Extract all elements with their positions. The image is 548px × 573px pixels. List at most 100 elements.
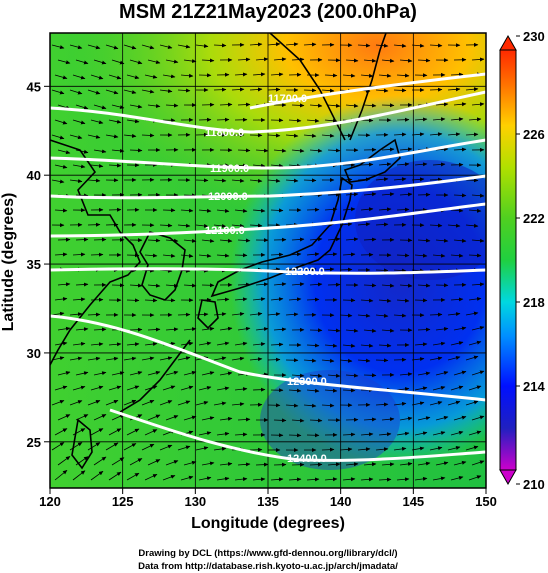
wind-arrow xyxy=(327,148,341,153)
wind-arrow xyxy=(345,237,359,242)
wind-arrow xyxy=(468,340,482,346)
colorbar-tick-label: 222 xyxy=(523,211,545,226)
wind-arrow xyxy=(183,283,197,288)
wind-arrow xyxy=(381,283,395,288)
wind-arrow xyxy=(360,73,374,78)
wind-arrow xyxy=(126,428,140,436)
wind-arrow xyxy=(288,477,302,482)
wind-arrow xyxy=(435,147,449,152)
wind-arrow xyxy=(237,57,251,62)
wind-arrow xyxy=(303,133,317,138)
wind-arrow xyxy=(75,149,89,154)
wind-arrow xyxy=(87,134,101,139)
wind-arrow xyxy=(471,57,485,62)
wind-arrow xyxy=(453,238,467,243)
wind-arrow xyxy=(327,462,341,467)
wind-arrow xyxy=(90,119,104,125)
wind-arrow xyxy=(147,283,161,288)
wind-arrow xyxy=(327,237,341,242)
wind-arrow xyxy=(213,446,227,451)
wind-arrow xyxy=(234,387,248,392)
y-tick-label: 30 xyxy=(27,346,41,361)
wind-arrow xyxy=(447,446,461,451)
wind-arrow xyxy=(201,416,215,421)
wind-arrow xyxy=(360,298,374,303)
wind-arrow xyxy=(105,134,119,139)
wind-arrow xyxy=(267,87,281,92)
contour-12400 xyxy=(109,408,486,462)
wind-arrow xyxy=(360,432,374,437)
wind-arrow xyxy=(396,162,410,167)
wind-arrow xyxy=(324,388,338,393)
wind-arrow xyxy=(414,162,428,167)
x-tick-label: 130 xyxy=(184,494,206,509)
wind-arrow xyxy=(69,44,83,50)
wind-arrow xyxy=(285,42,299,47)
wind-arrow xyxy=(180,475,194,481)
wind-arrow xyxy=(285,403,299,408)
wind-arrow xyxy=(303,267,317,272)
wind-arrow xyxy=(249,357,263,362)
wind-arrow xyxy=(162,475,176,481)
wind-arrow xyxy=(375,447,389,452)
wind-arrow xyxy=(105,442,119,451)
wind-arrow xyxy=(111,457,125,466)
wind-arrow xyxy=(378,207,392,212)
coastlines xyxy=(50,33,401,470)
wind-arrow xyxy=(324,477,338,482)
wind-arrow xyxy=(303,42,317,47)
wind-arrow xyxy=(450,208,464,213)
wind-arrow xyxy=(432,476,446,481)
wind-arrow xyxy=(378,343,392,348)
wind-arrow xyxy=(324,252,338,257)
wind-arrow xyxy=(375,313,389,318)
wind-arrow xyxy=(252,342,266,347)
wind-arrow xyxy=(375,402,389,407)
wind-arrow xyxy=(165,103,179,108)
wind-arrow xyxy=(270,297,284,302)
contour-label-12300: 12300.0 xyxy=(287,376,327,388)
wind-arrow xyxy=(450,341,464,346)
wind-arrow xyxy=(345,462,359,467)
wind-arrow xyxy=(180,73,194,78)
wind-arrow xyxy=(216,297,230,302)
wind-arrow xyxy=(177,44,191,49)
wind-arrow xyxy=(252,72,266,77)
colorbar-tick-label: 214 xyxy=(523,379,545,394)
wind-arrow xyxy=(219,416,233,421)
wind-arrow xyxy=(429,446,443,451)
wind-arrow xyxy=(288,433,302,438)
wind-arrow xyxy=(363,462,377,467)
wind-arrow xyxy=(345,58,359,63)
wind-arrow xyxy=(147,238,161,243)
wind-arrow xyxy=(453,415,467,421)
wind-arrow xyxy=(108,342,122,347)
wind-arrow xyxy=(447,312,461,317)
wind-arrow xyxy=(249,87,263,92)
wind-arrow xyxy=(90,385,104,391)
wind-arrow xyxy=(123,44,137,50)
wind-arrow xyxy=(195,223,209,228)
wind-arrow xyxy=(321,358,335,363)
wind-arrow xyxy=(72,119,86,125)
wind-arrow xyxy=(123,133,137,138)
wind-arrow xyxy=(327,192,341,197)
wind-arrow xyxy=(165,415,179,421)
wind-arrow xyxy=(267,178,281,183)
wind-arrow xyxy=(381,192,395,197)
wind-arrow xyxy=(291,418,305,423)
contour-11700 xyxy=(249,72,486,110)
wind-arrow xyxy=(450,253,464,258)
wind-arrow xyxy=(159,444,173,451)
wind-arrow xyxy=(429,87,443,92)
wind-arrow xyxy=(144,473,158,481)
wind-arrow xyxy=(378,162,392,167)
wind-arrow xyxy=(219,238,233,243)
wind-arrow xyxy=(87,312,101,317)
wind-arrow xyxy=(288,118,302,123)
wind-arrow xyxy=(273,327,287,332)
wind-arrow xyxy=(471,370,485,376)
wind-arrow xyxy=(432,431,446,436)
wind-arrow xyxy=(69,89,83,95)
